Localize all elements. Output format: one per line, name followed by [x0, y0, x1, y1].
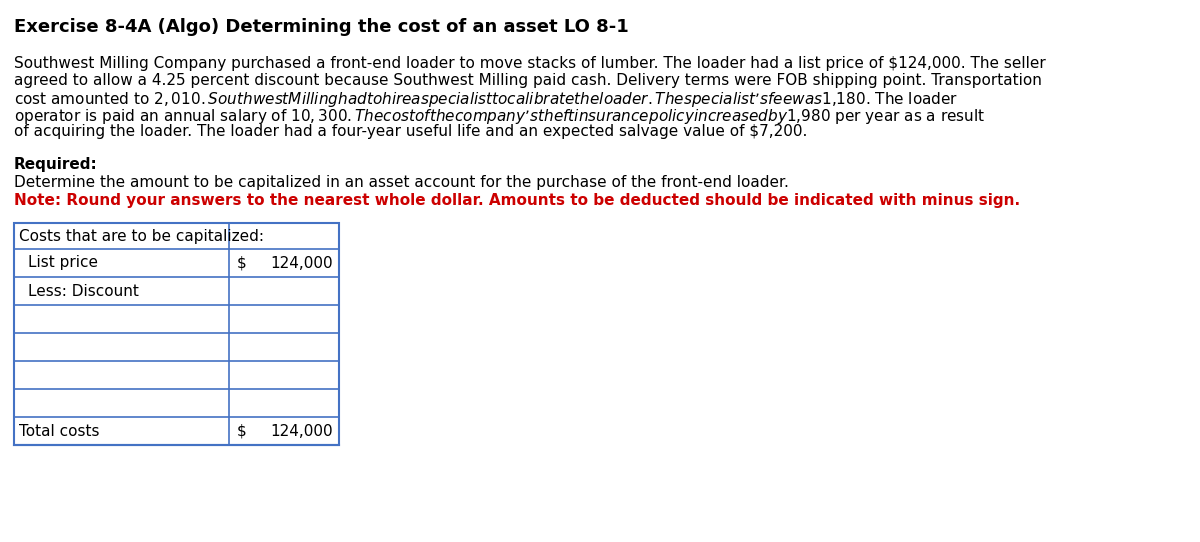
Text: Note: Round your answers to the nearest whole dollar. Amounts to be deducted sho: Note: Round your answers to the nearest … [14, 193, 1020, 208]
Bar [14, 223, 340, 445]
Text: Determine the amount to be capitalized in an asset account for the purchase of t: Determine the amount to be capitalized i… [14, 175, 788, 190]
Text: Exercise 8-4A (Algo) Determining the cost of an asset LO 8-1: Exercise 8-4A (Algo) Determining the cos… [14, 18, 629, 36]
Text: $: $ [238, 255, 247, 270]
Text: cost amounted to $2,010. Southwest Milling had to hire a specialist to calibrate: cost amounted to $2,010. Southwest Milli… [14, 90, 959, 109]
Text: 124,000: 124,000 [270, 423, 334, 438]
Text: $: $ [238, 423, 247, 438]
Text: Southwest Milling Company purchased a front-end loader to move stacks of lumber.: Southwest Milling Company purchased a fr… [14, 56, 1045, 71]
Text: of acquiring the loader. The loader had a four-year useful life and an expected : of acquiring the loader. The loader had … [14, 124, 808, 139]
Text: Total costs: Total costs [19, 423, 100, 438]
Text: List price: List price [28, 255, 98, 270]
Text: agreed to allow a 4.25 percent discount because Southwest Milling paid cash. Del: agreed to allow a 4.25 percent discount … [14, 73, 1042, 88]
Text: Less: Discount: Less: Discount [28, 283, 139, 299]
Text: operator is paid an annual salary of $10,300. The cost of the company’s theft in: operator is paid an annual salary of $10… [14, 107, 985, 126]
Text: 124,000: 124,000 [270, 255, 334, 270]
Text: Required:: Required: [14, 157, 97, 172]
Text: Costs that are to be capitalized:: Costs that are to be capitalized: [19, 229, 264, 243]
